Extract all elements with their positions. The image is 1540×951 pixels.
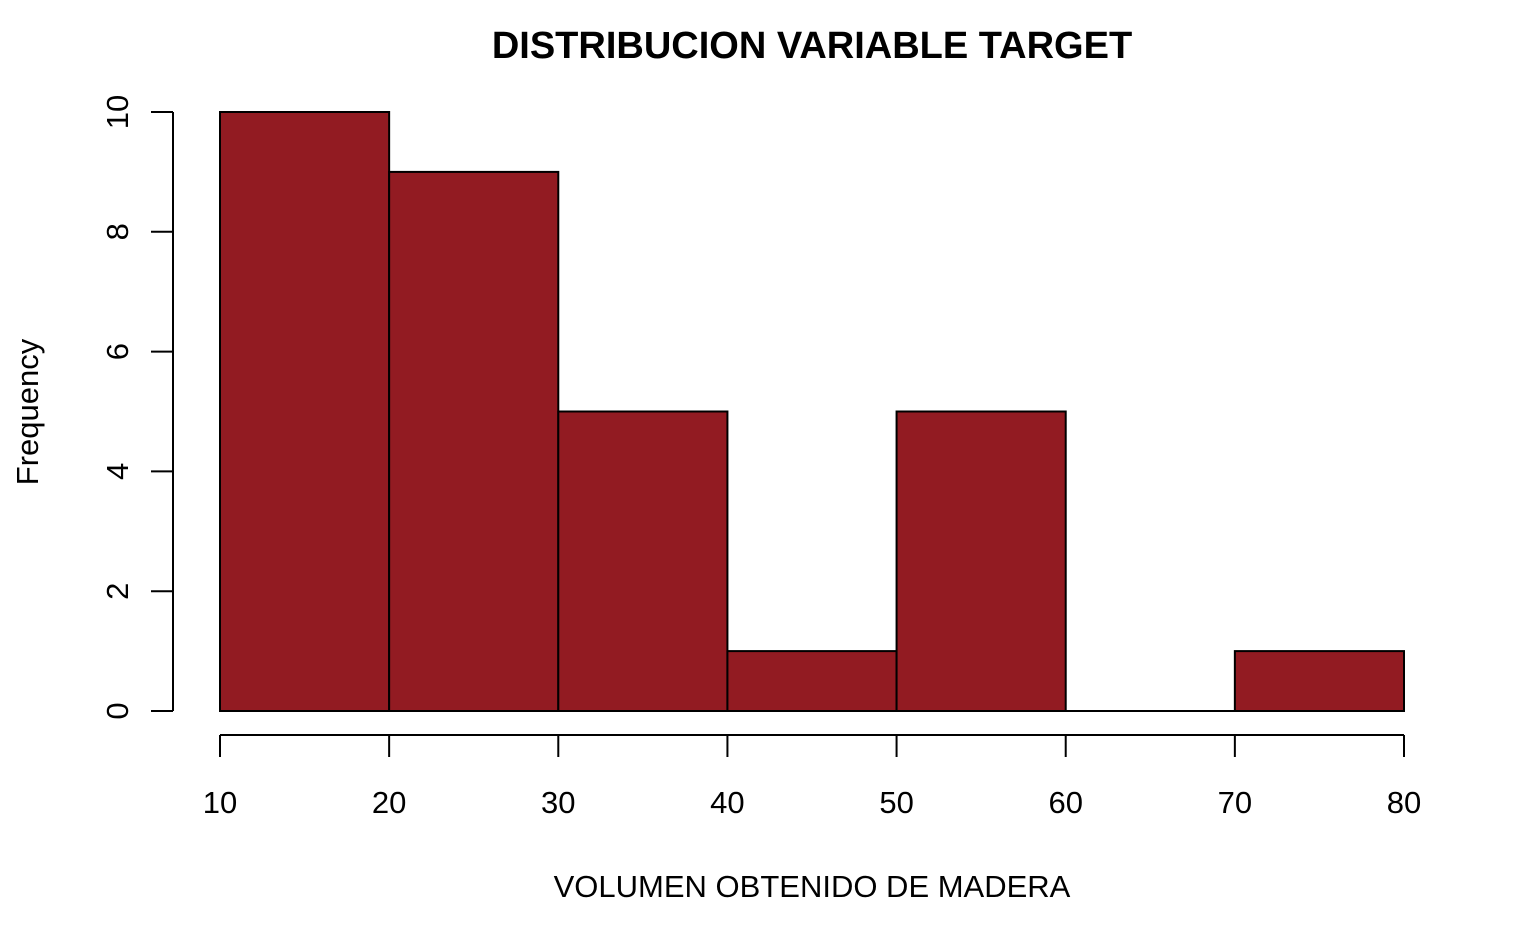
x-tick-label-10: 10: [203, 785, 237, 820]
y-tick-label-0: 0: [100, 702, 135, 719]
x-tick-label-20: 20: [372, 785, 406, 820]
y-tick-label-10: 10: [100, 95, 135, 129]
y-tick-label-4: 4: [100, 463, 135, 480]
x-tick-label-80: 80: [1387, 785, 1421, 820]
histogram-bar-20-30: [388, 170, 560, 712]
x-axis: 10 20 30 40 50 60 70 80: [203, 734, 1421, 820]
x-tick-label-50: 50: [879, 785, 913, 820]
histogram-bar-30-40: [557, 410, 729, 712]
histogram-bar-70-80: [1233, 650, 1406, 712]
bars-group: [219, 111, 1406, 712]
histogram-bar-10-20: [219, 111, 391, 712]
x-tick-label-40: 40: [710, 785, 744, 820]
x-tick-label-30: 30: [541, 785, 575, 820]
y-axis: 0 2 4 6 8 10: [100, 95, 174, 720]
y-tick-label-8: 8: [100, 223, 135, 240]
chart-title: DISTRIBUCION VARIABLE TARGET: [492, 25, 1132, 67]
y-tick-label-6: 6: [100, 343, 135, 360]
y-tick-label-2: 2: [100, 583, 135, 600]
histogram-bar-40-50: [726, 650, 898, 712]
x-tick-label-70: 70: [1218, 785, 1252, 820]
y-axis-label: Frequency: [10, 338, 45, 485]
x-axis-label: VOLUMEN OBTENIDO DE MADERA: [554, 869, 1071, 904]
x-tick-label-60: 60: [1048, 785, 1082, 820]
histogram-bar-50-60: [895, 410, 1067, 712]
